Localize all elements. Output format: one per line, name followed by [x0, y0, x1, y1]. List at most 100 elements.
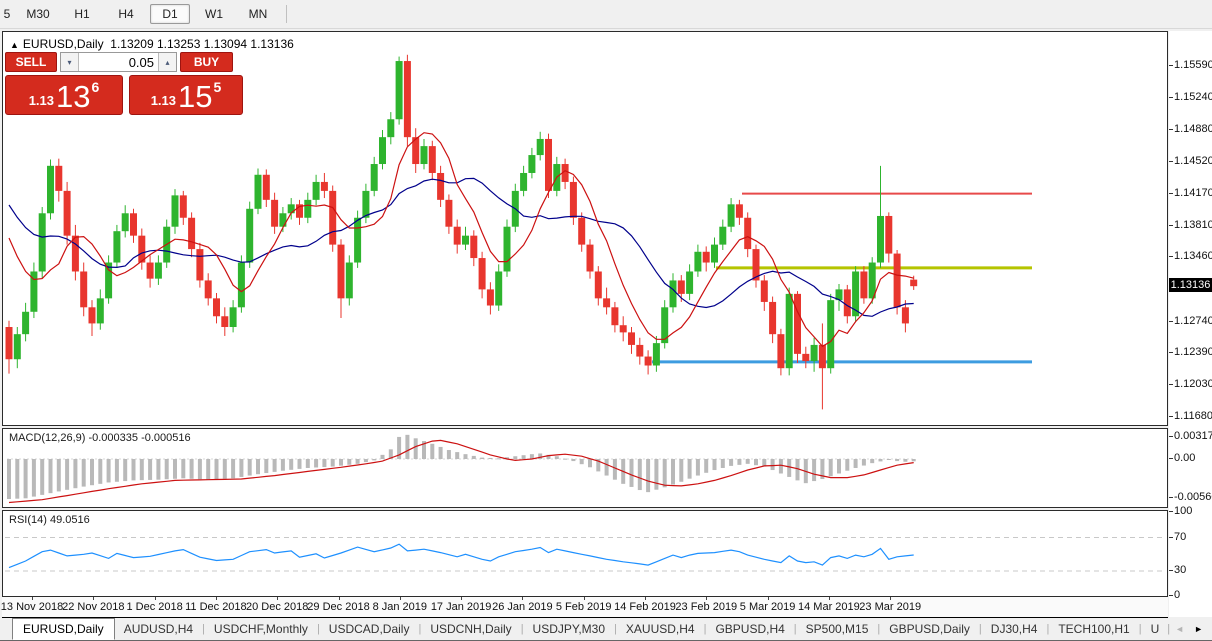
price-axis-label: 1.15590: [1174, 59, 1212, 72]
tab-xauusd-h4[interactable]: XAUUSD,H4: [625, 622, 695, 636]
tab-separator: |: [978, 623, 982, 635]
current-price-badge: 1.13136: [1169, 278, 1212, 293]
price-axis-label: 1.13810: [1174, 218, 1212, 231]
price-axis-label: 1.12030: [1174, 378, 1212, 391]
macd-axis-label-tick: [1169, 436, 1173, 438]
tab-gbpusd-h4[interactable]: GBPUSD,H4: [715, 622, 785, 636]
date-label: 14 Feb 2019: [614, 601, 676, 613]
timeframe-toolbar: 5 M30 H1 H4 D1 W1 MN: [0, 0, 1212, 29]
price-chart-panel[interactable]: [2, 31, 1168, 426]
buy-price-big: 15: [178, 79, 213, 114]
price-axis-label-tick: [1169, 351, 1173, 353]
date-label: 22 Nov 2018: [62, 601, 125, 613]
toolbar-separator: [286, 5, 287, 23]
macd-indicator-panel[interactable]: MACD(12,26,9) -0.000335 -0.000516: [2, 428, 1168, 508]
candlestick-chart[interactable]: [3, 32, 1167, 425]
macd-axis-label-tick: [1169, 497, 1173, 499]
tab-usdcad-daily[interactable]: USDCAD,Daily: [328, 622, 410, 636]
tab-audusd-h4[interactable]: AUDUSD,H4: [123, 622, 194, 636]
price-axis-label: 1.14520: [1174, 155, 1212, 168]
tab-usdchf-monthly[interactable]: USDCHF,Monthly: [213, 622, 308, 636]
ma-slow-line: [8, 177, 914, 317]
sell-button[interactable]: SELL: [5, 52, 57, 72]
date-tick: [461, 597, 463, 600]
tab-scroll-left-icon[interactable]: ◄: [1175, 624, 1185, 634]
date-tick: [645, 597, 646, 600]
price-axis-label-tick: [1169, 161, 1173, 163]
tab-separator: |: [793, 623, 797, 635]
date-label: 13 Nov 2018: [0, 601, 64, 613]
tab-separator: |: [316, 623, 320, 635]
tab-usdjpy-m30[interactable]: USDJPY,M30: [532, 622, 606, 636]
date-label: 20 Dec 2018: [245, 601, 309, 613]
sell-price-prefix: 1.13: [28, 93, 55, 108]
macd-histogram: [7, 434, 916, 500]
candles-layer: [5, 54, 918, 410]
date-tick: [890, 597, 892, 600]
tab-separator: |: [1046, 623, 1050, 635]
macd-axis-label: -0.005667: [1174, 491, 1212, 504]
rsi-axis-label: 0: [1174, 589, 1181, 602]
timeframe-button-w1[interactable]: W1: [205, 7, 223, 21]
tab-eurusd-daily[interactable]: EURUSD,Daily: [12, 618, 115, 640]
timeframe-button-h4[interactable]: H4: [118, 7, 134, 21]
timeframe-button-d1[interactable]: D1: [150, 4, 190, 24]
date-tick: [706, 597, 708, 600]
volume-input[interactable]: [78, 53, 159, 71]
tab-tech100-h1[interactable]: TECH100,H1: [1058, 622, 1130, 636]
date-tick: [828, 597, 830, 600]
tab-scroll-controls: | ◄ ►: [1163, 618, 1208, 640]
buy-price-prefix: 1.13: [150, 93, 177, 108]
rsi-axis-label-tick: [1169, 511, 1173, 513]
timeframe-button-h1[interactable]: H1: [74, 7, 90, 21]
timeframe-button-m30[interactable]: M30: [26, 7, 50, 21]
volume-increase-button[interactable]: ▴: [159, 53, 176, 71]
tab-separator: |: [418, 623, 422, 635]
price-axis-label-tick: [1169, 224, 1173, 226]
buy-price-quote[interactable]: 1.13 15 5: [129, 75, 243, 115]
tab-gbpusd-daily[interactable]: GBPUSD,Daily: [889, 622, 970, 636]
chart-ohlc-values: 1.13209 1.13253 1.13094 1.13136: [110, 37, 294, 51]
chart-header: ▲ EURUSD,Daily 1.13209 1.13253 1.13094 1.…: [10, 37, 294, 51]
macd-chart[interactable]: [3, 429, 1167, 507]
tab-sp500-m15[interactable]: SP500,M15: [805, 622, 869, 636]
collapse-chart-icon[interactable]: ▲: [10, 40, 19, 50]
date-label: 14 Mar 2019: [798, 601, 860, 613]
tab-separator: |: [1167, 623, 1171, 635]
price-axis-label: 1.12390: [1174, 345, 1212, 358]
price-axis-label: 1.14170: [1174, 186, 1212, 199]
timeframe-button-mn[interactable]: MN: [248, 7, 268, 21]
date-tick: [767, 597, 769, 600]
sell-price-big: 13: [56, 79, 91, 114]
rsi-axis-label: 100: [1174, 505, 1193, 518]
price-axis-label-tick: [1169, 65, 1173, 67]
tab-separator: |: [703, 623, 707, 635]
tab-scroll-right-icon[interactable]: ►: [1194, 624, 1203, 634]
tab-dj30-h4[interactable]: DJ30,H4: [990, 622, 1038, 636]
price-axis-label-tick: [1169, 384, 1173, 386]
date-label: 26 Jan 2019: [492, 601, 553, 613]
rsi-indicator-panel[interactable]: RSI(14) 49.0516: [2, 510, 1168, 597]
sell-price-quote[interactable]: 1.13 13 6: [5, 75, 123, 115]
macd-axis-label: 0.003177: [1174, 430, 1212, 443]
tab-u[interactable]: U: [1150, 622, 1160, 636]
volume-decrease-button[interactable]: ▾: [61, 53, 78, 71]
macd-signal-line: [8, 439, 914, 504]
price-axis-label-tick: [1169, 320, 1173, 322]
date-label: 17 Jan 2019: [430, 601, 492, 613]
rsi-axis-label: 30: [1174, 564, 1187, 576]
tab-separator: |: [877, 623, 881, 635]
date-label: 23 Mar 2019: [859, 601, 922, 613]
volume-stepper: ▾ ▴: [60, 52, 177, 72]
rsi-line: [8, 543, 914, 569]
buy-button[interactable]: BUY: [180, 52, 233, 72]
price-axis-label-tick: [1169, 415, 1173, 417]
timeframe-button-5[interactable]: 5: [3, 7, 11, 21]
tab-usdcnh-daily[interactable]: USDCNH,Daily: [430, 622, 512, 636]
rsi-chart[interactable]: [3, 511, 1167, 596]
date-axis[interactable]: 13 Nov 2018 22 Nov 2018 1 Dec 2018 11 Dec 2…: [0, 597, 1168, 618]
date-label: 23 Feb 2019: [675, 601, 738, 613]
price-axis-column[interactable]: 1.15590 1.15240 1.14880 1.14520 1.14170 1.138…: [1169, 31, 1212, 617]
date-tick: [522, 597, 524, 600]
